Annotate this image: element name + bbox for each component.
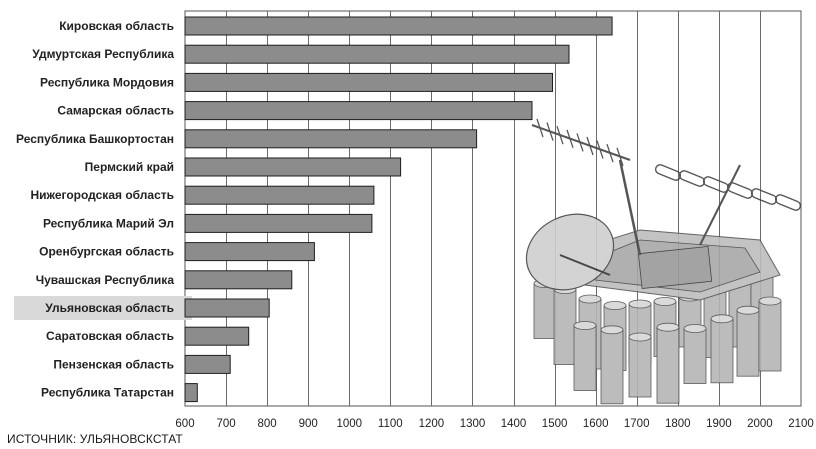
x-tick-label: 1100 <box>378 418 403 430</box>
coin-top <box>573 321 597 330</box>
source-note: ИСТОЧНИК: УЛЬЯНОВСКСТАТ <box>7 432 183 446</box>
x-tick-label: 1500 <box>542 418 568 430</box>
x-tick-label: 2100 <box>788 418 814 430</box>
x-tick-label: 1400 <box>501 418 527 430</box>
x-tick-label: 700 <box>217 418 236 430</box>
x-tick-label: 1300 <box>460 418 486 430</box>
x-tick-label: 1800 <box>665 418 691 430</box>
decorative-illustration <box>525 118 802 405</box>
category-label: Республика Марий Эл <box>43 216 174 230</box>
coin-top <box>578 294 602 304</box>
bars-group <box>184 16 613 403</box>
bar <box>184 185 375 205</box>
category-label: Пензенская область <box>53 357 174 371</box>
antenna-rod <box>606 143 614 163</box>
antenna-mast <box>618 159 642 256</box>
x-tick-label: 800 <box>258 418 277 430</box>
coin-top <box>656 322 680 332</box>
x-tick-label: 1200 <box>419 418 445 430</box>
coin-stack <box>656 326 680 404</box>
antenna-rod <box>576 133 584 152</box>
bar <box>184 72 553 92</box>
antenna-cable <box>699 164 741 246</box>
x-tick-label: 1000 <box>337 418 363 430</box>
coin-top <box>600 325 624 335</box>
category-label: Пермский край <box>85 160 174 174</box>
antenna-rod <box>586 136 594 156</box>
coin-stack <box>758 300 782 372</box>
category-label: Самарская область <box>57 104 174 118</box>
bar <box>184 44 570 64</box>
antenna-rod <box>596 140 604 159</box>
bar <box>184 157 402 177</box>
bar <box>184 326 250 346</box>
bar <box>184 16 613 36</box>
category-label: Республика Татарстан <box>41 386 174 400</box>
antenna-rod <box>616 147 624 167</box>
bar <box>184 354 231 374</box>
category-label: Удмуртская Республика <box>32 47 174 61</box>
coin-top <box>683 324 707 333</box>
category-label: Оренбургская область <box>39 245 174 259</box>
coin-stack <box>628 336 652 398</box>
antenna-boom <box>531 124 631 161</box>
x-axis-tick-labels: 600 700 800 900 1000 1100 1200 1300 1400 1500 1600… <box>175 418 813 430</box>
antenna-rod <box>546 122 554 141</box>
coin-stack <box>710 318 734 384</box>
coin-stack <box>573 325 597 391</box>
bar <box>184 242 315 262</box>
x-tick-label: 1900 <box>706 418 732 430</box>
antenna-rod <box>556 125 564 145</box>
coin-stack <box>683 328 707 384</box>
coin-top <box>710 314 734 324</box>
satellite-dish <box>525 213 615 291</box>
bar <box>184 383 198 403</box>
category-labels: Кировская область Удмуртская Республика Ре… <box>16 19 174 400</box>
category-label: Республика Мордовия <box>40 75 174 89</box>
bar <box>184 270 293 290</box>
coin-stack <box>533 283 557 339</box>
highlight-band <box>14 296 192 320</box>
category-label: Ульяновская область <box>45 301 174 315</box>
coin-top <box>653 297 677 306</box>
antenna-rods <box>536 118 624 167</box>
bar <box>184 101 533 121</box>
antenna-rod <box>566 129 574 149</box>
bar <box>184 298 270 318</box>
category-label: Чувашская Республика <box>36 273 175 287</box>
category-label: Республика Башкортостан <box>16 132 174 146</box>
category-label: Кировская область <box>59 19 174 33</box>
coin-top <box>758 296 782 306</box>
banknote-panel <box>637 245 713 289</box>
coin-top <box>603 301 627 310</box>
bar <box>184 213 373 233</box>
coin-stack <box>553 289 577 365</box>
dish-arm <box>559 254 611 276</box>
x-tick-label: 1700 <box>624 418 650 430</box>
coin-stack <box>600 329 624 405</box>
antenna-rod <box>536 118 544 138</box>
bar <box>184 129 478 149</box>
category-label: Саратовская область <box>46 329 174 343</box>
paper-clip <box>774 194 802 211</box>
category-label: Нижегородская область <box>30 188 174 202</box>
coin-stack <box>736 309 760 377</box>
x-tick-label: 900 <box>299 418 318 430</box>
x-tick-label: 600 <box>175 418 194 430</box>
coin-top <box>628 299 652 309</box>
x-tick-label: 1600 <box>583 418 609 430</box>
x-tick-label: 2000 <box>747 418 773 430</box>
coin-top <box>736 305 760 315</box>
coin-top <box>628 332 652 342</box>
